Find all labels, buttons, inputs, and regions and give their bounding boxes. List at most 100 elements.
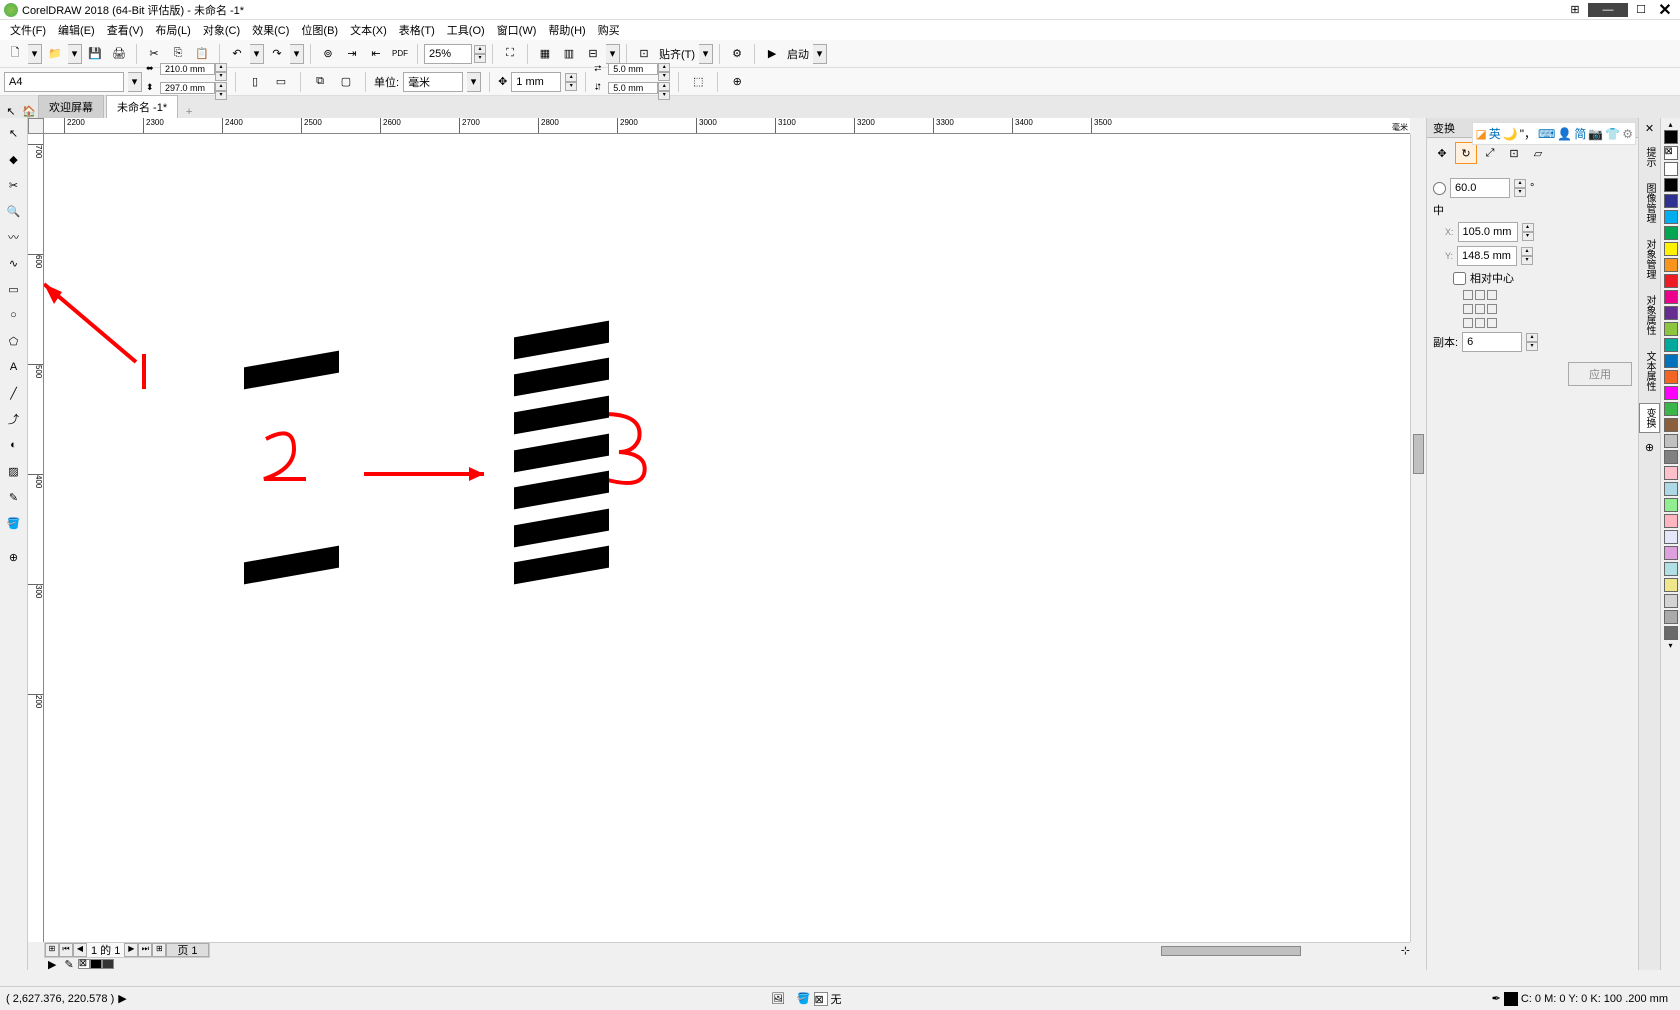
color-swatch[interactable] xyxy=(1664,338,1678,352)
page-size-combo[interactable] xyxy=(4,72,124,92)
gray-swatch[interactable] xyxy=(102,959,114,969)
color-swatch[interactable] xyxy=(1664,226,1678,240)
angle-radio[interactable] xyxy=(1433,182,1446,195)
color-swatch[interactable] xyxy=(1664,242,1678,256)
undo-dropdown[interactable]: ▾ xyxy=(250,44,264,64)
color-swatch[interactable] xyxy=(1664,578,1678,592)
unit-combo[interactable] xyxy=(403,72,463,92)
menu-window[interactable]: 窗口(W) xyxy=(491,20,543,40)
anchor-mc[interactable] xyxy=(1475,304,1485,314)
palette-up-icon[interactable]: ▴ xyxy=(1668,120,1672,129)
ime-gear-icon[interactable]: ⚙ xyxy=(1622,127,1633,141)
color-swatch[interactable] xyxy=(1664,482,1678,496)
freehand-tool[interactable]: 〰 xyxy=(2,225,26,249)
docker-tab-transform[interactable]: 变换 xyxy=(1639,403,1660,433)
menu-text[interactable]: 文本(X) xyxy=(344,20,393,40)
cut-button[interactable]: ✂ xyxy=(143,43,165,65)
tab-document[interactable]: 未命名 -1* xyxy=(106,95,178,118)
docker-close-tab-icon[interactable]: ✕ xyxy=(1645,122,1654,135)
menu-file[interactable]: 文件(F) xyxy=(4,20,52,40)
horizontal-ruler[interactable]: 毫米 2200230024002500260027002800290030003… xyxy=(44,118,1410,134)
zoom-down[interactable]: ▾ xyxy=(474,54,486,63)
rectangle-tool[interactable]: ▭ xyxy=(2,277,26,301)
import-button[interactable]: ⇥ xyxy=(341,43,363,65)
drop-shadow-tool[interactable]: ◐ xyxy=(2,433,26,457)
rectangle-shape[interactable] xyxy=(514,434,609,473)
rectangle-shape[interactable] xyxy=(514,509,609,548)
color-swatch[interactable] xyxy=(1664,546,1678,560)
pdf-button[interactable]: PDF xyxy=(389,43,411,65)
color-swatch[interactable] xyxy=(1664,306,1678,320)
treat-as-filled-button[interactable]: ⬚ xyxy=(687,71,709,93)
prev-page-button[interactable]: ◀ xyxy=(73,943,87,957)
rectangle-shape[interactable] xyxy=(514,358,609,397)
text-tool[interactable]: A xyxy=(2,355,26,379)
palette-down-icon[interactable]: ▾ xyxy=(1668,641,1672,650)
color-swatch[interactable] xyxy=(1664,562,1678,576)
nudge-input[interactable] xyxy=(511,72,561,92)
color-swatch[interactable] xyxy=(1664,418,1678,432)
rotate-transform-icon[interactable]: ↻ xyxy=(1455,142,1477,164)
color-swatch[interactable] xyxy=(1664,370,1678,384)
launch-icon[interactable]: ▶ xyxy=(761,43,783,65)
vscroll-thumb[interactable] xyxy=(1413,434,1424,474)
relative-center-checkbox[interactable] xyxy=(1453,272,1466,285)
docker-tab-objmgr[interactable]: 对象管理 xyxy=(1640,235,1659,283)
color-swatch[interactable] xyxy=(1664,610,1678,624)
ellipse-tool[interactable]: ○ xyxy=(2,303,26,327)
minimize-button[interactable]: — xyxy=(1588,3,1628,17)
vertical-scrollbar[interactable] xyxy=(1410,134,1426,942)
quick-customize-button[interactable]: ⊕ xyxy=(2,545,26,569)
apply-button[interactable]: 应用 xyxy=(1568,362,1632,386)
rectangle-shape[interactable] xyxy=(244,546,339,585)
color-swatch[interactable] xyxy=(1664,194,1678,208)
anchor-br[interactable] xyxy=(1487,318,1497,328)
scale-transform-icon[interactable]: ⤢ xyxy=(1479,142,1501,164)
color-swatch[interactable] xyxy=(1664,130,1678,144)
ime-user-icon[interactable]: 👤 xyxy=(1557,127,1572,141)
fullscreen-button[interactable]: ⛶ xyxy=(499,43,521,65)
ime-shirt-icon[interactable]: 👕 xyxy=(1605,127,1620,141)
color-swatch[interactable] xyxy=(1664,594,1678,608)
add-preset-button[interactable]: ⊕ xyxy=(726,71,748,93)
ime-comma-icon[interactable]: "， xyxy=(1520,125,1536,142)
new-dropdown[interactable]: ▾ xyxy=(28,44,42,64)
rectangle-shape[interactable] xyxy=(514,546,609,585)
launch-label[interactable]: 启动 xyxy=(787,46,809,62)
horizontal-scrollbar[interactable]: ⊹ xyxy=(44,942,1410,958)
page-height-input[interactable] xyxy=(160,82,215,94)
docker-tab-textprops[interactable]: 文本属性 xyxy=(1640,347,1659,395)
next-page-button[interactable]: ▶ xyxy=(124,943,138,957)
align-button[interactable]: ⊟ xyxy=(582,43,604,65)
current-page-button[interactable]: ▢ xyxy=(335,71,357,93)
anchor-tc[interactable] xyxy=(1475,290,1485,300)
anchor-ml[interactable] xyxy=(1463,304,1473,314)
anchor-mr[interactable] xyxy=(1487,304,1497,314)
ime-bar[interactable]: ◪ 英 🌙 "， ⌨ 👤 简 📷 👕 ⚙ xyxy=(1472,122,1636,145)
menu-layout[interactable]: 布局(L) xyxy=(149,20,196,40)
color-swatch[interactable] xyxy=(1664,514,1678,528)
menu-effects[interactable]: 效果(C) xyxy=(246,20,295,40)
portrait-button[interactable]: ▯ xyxy=(244,71,266,93)
anchor-bl[interactable] xyxy=(1463,318,1473,328)
open-dropdown[interactable]: ▾ xyxy=(68,44,82,64)
color-swatch[interactable] xyxy=(1664,290,1678,304)
outline-swatch[interactable] xyxy=(1504,992,1518,1006)
export-button[interactable]: ⇤ xyxy=(365,43,387,65)
anchor-bc[interactable] xyxy=(1475,318,1485,328)
color-swatch[interactable] xyxy=(1664,434,1678,448)
color-swatch[interactable] xyxy=(1664,258,1678,272)
first-page-button[interactable]: ⏮ xyxy=(59,943,73,957)
polygon-tool[interactable]: ⬠ xyxy=(2,329,26,353)
color-swatch[interactable] xyxy=(1664,402,1678,416)
docker-tab-hints[interactable]: 提示 xyxy=(1640,143,1659,171)
last-page-button[interactable]: ⏭ xyxy=(138,943,152,957)
options-button[interactable]: ⚙ xyxy=(726,43,748,65)
snap-dropdown[interactable]: ▾ xyxy=(699,44,713,64)
position-transform-icon[interactable]: ✥ xyxy=(1431,142,1453,164)
palette-arrow-icon[interactable]: ▶ xyxy=(48,958,56,971)
add-page-after-button[interactable]: ⊞ xyxy=(152,943,166,957)
no-fill-swatch[interactable]: ⊠ xyxy=(814,992,828,1006)
eyedropper-tool[interactable]: ✎ xyxy=(2,485,26,509)
search-button[interactable]: ⊚ xyxy=(317,43,339,65)
